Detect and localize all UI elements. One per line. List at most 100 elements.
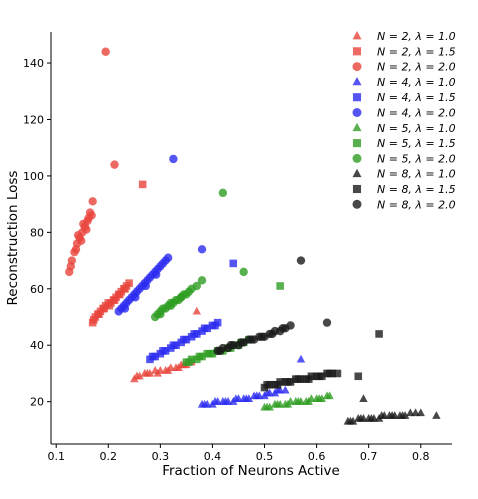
data-point (88, 197, 97, 206)
data-point (200, 399, 209, 408)
data-point (110, 296, 119, 304)
legend-label: N = 4, λ = 2.0 (377, 107, 456, 120)
legend-marker (352, 31, 362, 40)
legend-item: N = 4, λ = 2.0 (352, 107, 456, 120)
x-tick-label: 0.8 (412, 450, 430, 463)
data-point (226, 341, 235, 350)
data-point (375, 330, 383, 338)
data-point (180, 335, 188, 344)
data-point (211, 321, 219, 330)
legend-marker (352, 47, 362, 56)
series-N4-lambda-2.0 (114, 154, 207, 316)
data-point (283, 399, 293, 408)
data-point (286, 321, 295, 330)
x-tick-label: 0.3 (152, 450, 170, 463)
data-point (315, 372, 323, 381)
x-ticks: 0.1 0.2 0.3 0.4 0.5 0.6 0.7 0.8 (47, 444, 430, 463)
data-point (153, 368, 162, 377)
data-point (294, 397, 303, 405)
data-point (110, 160, 119, 169)
data-point (356, 413, 366, 422)
data-point (143, 368, 152, 377)
legend-label: N = 8, λ = 1.5 (377, 183, 456, 196)
data-point (141, 281, 150, 291)
data-point (252, 391, 261, 400)
series-N2-lambda-1.5 (88, 180, 147, 327)
x-axis-label: Fraction of Neurons Active (162, 463, 340, 479)
x-tick-label: 0.2 (100, 450, 118, 463)
data-point (236, 338, 246, 347)
legend-label: N = 5, λ = 2.0 (377, 152, 456, 165)
legend-label: N = 4, λ = 1.0 (377, 76, 456, 89)
legend-item: N = 5, λ = 1.0 (352, 122, 456, 135)
legend-marker (352, 108, 362, 117)
y-tick-label: 120 (23, 113, 44, 126)
legend-marker (352, 153, 362, 163)
data-point (71, 245, 81, 254)
x-tick-label: 0.1 (47, 450, 65, 463)
data-point (148, 352, 157, 361)
legend-marker (352, 168, 362, 178)
data-point (79, 219, 88, 229)
series-N4-lambda-1.0 (197, 354, 306, 408)
data-point (387, 411, 397, 419)
data-point (346, 416, 355, 425)
data-point (296, 256, 306, 265)
data-point (101, 47, 110, 56)
legend-label: N = 5, λ = 1.5 (377, 137, 456, 150)
x-tick-label: 0.7 (360, 450, 378, 463)
data-point (257, 332, 267, 341)
data-point (100, 304, 108, 313)
data-point (262, 402, 272, 411)
data-point (281, 385, 290, 394)
data-point (176, 293, 186, 302)
data-point (163, 366, 173, 374)
y-ticks: 20 40 60 80 100 120 140 (23, 57, 51, 409)
series-N5-lambda-2.0 (150, 188, 248, 322)
data-point (398, 411, 407, 419)
y-tick-label: 140 (23, 57, 44, 70)
data-point (242, 394, 251, 402)
data-point (377, 411, 386, 419)
legend-marker (352, 76, 362, 86)
legend-marker (352, 199, 362, 209)
legend-label: N = 4, λ = 1.5 (377, 91, 456, 104)
legend-marker (352, 139, 362, 148)
x-tick-label: 0.4 (204, 450, 222, 463)
data-point (159, 347, 167, 355)
data-point (231, 394, 241, 402)
data-point (132, 371, 142, 380)
data-point (192, 306, 202, 315)
data-point (315, 394, 324, 402)
data-point (296, 354, 306, 363)
legend-label: N = 8, λ = 2.0 (377, 198, 456, 211)
legend-label: N = 8, λ = 1.0 (377, 168, 456, 181)
data-point (432, 411, 441, 419)
legend: N = 2, λ = 1.0 N = 2, λ = 1.5 N = 2, λ = 2… (352, 30, 456, 211)
data-point (156, 309, 165, 319)
data-point (166, 301, 175, 310)
legend-item: N = 8, λ = 2.0 (352, 198, 456, 211)
series-N8-lambda-2.0 (213, 256, 332, 356)
series-N5-lambda-1.5 (182, 282, 284, 366)
legend-item: N = 5, λ = 2.0 (352, 152, 456, 165)
data-point (416, 408, 425, 417)
data-point (273, 380, 282, 389)
data-point (95, 310, 103, 318)
data-point (169, 154, 178, 164)
data-point (367, 413, 376, 422)
data-point (263, 380, 271, 389)
data-point (229, 259, 238, 268)
legend-marker (352, 122, 362, 132)
data-point (200, 324, 209, 333)
data-point (131, 293, 140, 302)
legend-item: N = 4, λ = 1.5 (352, 91, 456, 104)
data-point (105, 301, 114, 310)
data-point (304, 397, 313, 405)
data-point (120, 304, 130, 313)
data-point (294, 375, 303, 383)
axes: 0.1 0.2 0.3 0.4 0.5 0.6 0.7 0.8 20 40 60 80 100 120 1… (5, 32, 452, 479)
data-point (115, 290, 124, 299)
legend-marker (352, 184, 362, 194)
